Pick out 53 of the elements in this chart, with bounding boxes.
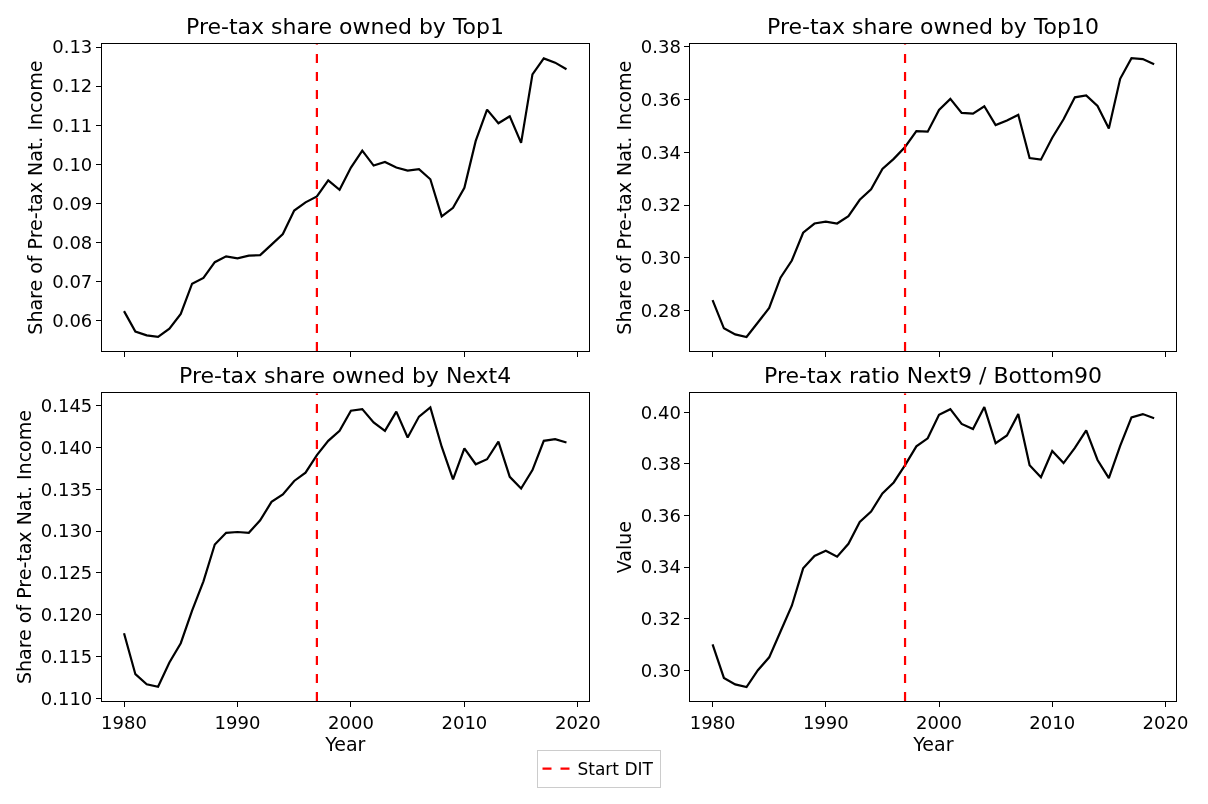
y-tick-label: 0.11 (52, 114, 93, 136)
line-series (711, 406, 1156, 689)
y-tick-label: 0.32 (640, 194, 681, 216)
y-tick-label: 0.34 (640, 556, 681, 578)
y-tick-label: 0.38 (640, 35, 681, 57)
x-tick-label: 1990 (214, 711, 261, 733)
y-tick-label: 0.140 (40, 436, 93, 458)
y-tick-label: 0.115 (40, 645, 93, 667)
y-tick-label: 0.130 (40, 520, 93, 542)
y-axis-title: Share of Pre-tax Nat. Income (12, 410, 35, 685)
y-tick-label: 0.38 (640, 453, 681, 475)
y-tick-label: 0.13 (52, 36, 93, 58)
y-axis-title: Value (612, 520, 635, 574)
y-tick-label: 0.30 (640, 247, 681, 269)
y-tick-label: 0.12 (52, 75, 93, 97)
y-tick-label: 0.10 (52, 153, 93, 175)
x-tick-label: 1980 (689, 711, 736, 733)
y-tick-label: 0.40 (640, 401, 681, 423)
y-axis-title: Share of Pre-tax Nat. Income (24, 60, 47, 335)
y-axis-title: Share of Pre-tax Nat. Income (612, 60, 635, 335)
y-tick-label: 0.30 (640, 659, 681, 681)
line-series (122, 406, 568, 688)
chart-title: Pre-tax share owned by Top10 (767, 14, 1099, 39)
x-tick-label: 1980 (101, 711, 147, 733)
legend-label: Start DIT (577, 759, 654, 780)
y-tick-label: 0.135 (40, 478, 93, 500)
chart-title: Pre-tax share owned by Next4 (179, 363, 512, 388)
chart-title: Pre-tax share owned by Top1 (186, 14, 505, 39)
x-axis-title: Year (324, 732, 366, 755)
y-tick-label: 0.110 (40, 687, 93, 709)
line-series (122, 57, 568, 339)
x-tick-label: 2020 (554, 711, 601, 733)
chart-title: Pre-tax ratio Next9 / Bottom90 (764, 363, 1103, 388)
y-tick-label: 0.06 (52, 310, 93, 332)
y-tick-label: 0.28 (640, 299, 681, 321)
x-axis-title: Year (912, 732, 954, 755)
y-tick-label: 0.34 (640, 141, 681, 163)
x-tick-label: 2000 (328, 711, 374, 733)
y-tick-label: 0.120 (40, 604, 93, 626)
x-tick-label: 2010 (441, 711, 488, 733)
x-tick-label: 2010 (1029, 711, 1076, 733)
y-tick-label: 0.32 (640, 607, 681, 629)
y-tick-label: 0.145 (40, 395, 93, 417)
x-tick-label: 2020 (1142, 711, 1189, 733)
y-tick-label: 0.09 (52, 192, 93, 214)
y-tick-label: 0.07 (52, 271, 93, 293)
x-tick-label: 1990 (802, 711, 849, 733)
y-tick-label: 0.36 (640, 88, 681, 110)
y-tick-label: 0.125 (40, 562, 93, 584)
line-series (711, 57, 1156, 339)
y-tick-label: 0.08 (52, 231, 93, 253)
y-tick-label: 0.36 (640, 504, 681, 526)
x-tick-label: 2000 (916, 711, 962, 733)
